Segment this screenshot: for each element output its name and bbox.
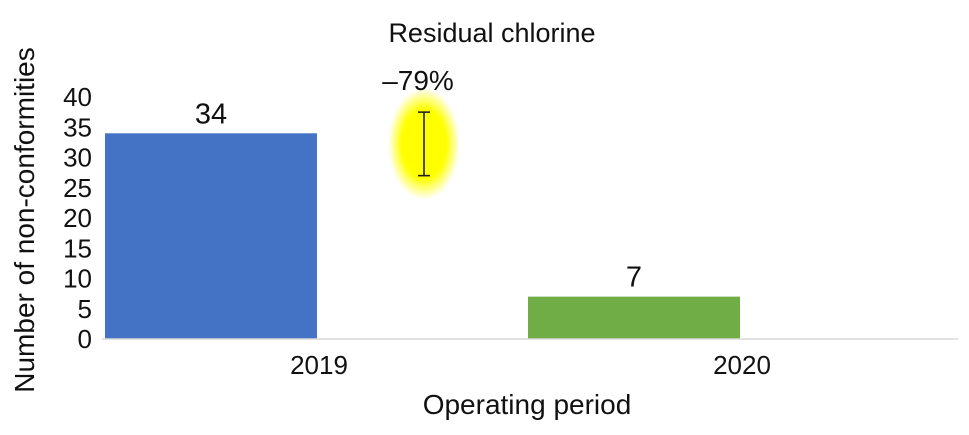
y-tick-0: 0 [78,324,92,354]
annotation-group: –79% [382,65,460,200]
x-tick-2019: 2019 [290,350,348,380]
y-tick-25: 25 [63,173,92,203]
x-axis-label: Operating period [423,389,632,420]
annotation-label: –79% [382,65,454,96]
data-label-2020: 7 [626,262,642,294]
y-tick-40: 40 [63,82,92,112]
y-tick-35: 35 [63,112,92,142]
x-tick-labels: 2019 2020 [290,350,771,380]
y-tick-30: 30 [63,143,92,173]
x-tick-2020: 2020 [713,350,771,380]
bars-group [105,133,740,339]
bar-2019 [105,133,317,339]
data-labels: 34 7 [195,98,642,293]
y-axis-label: Number of non-conformities [9,47,40,392]
y-tick-20: 20 [63,203,92,233]
data-label-2019: 34 [195,98,227,130]
y-tick-5: 5 [78,294,92,324]
y-tick-10: 10 [63,264,92,294]
y-tick-15: 15 [63,233,92,263]
chart-title: Residual chlorine [388,18,595,48]
bar-2020 [528,296,740,339]
